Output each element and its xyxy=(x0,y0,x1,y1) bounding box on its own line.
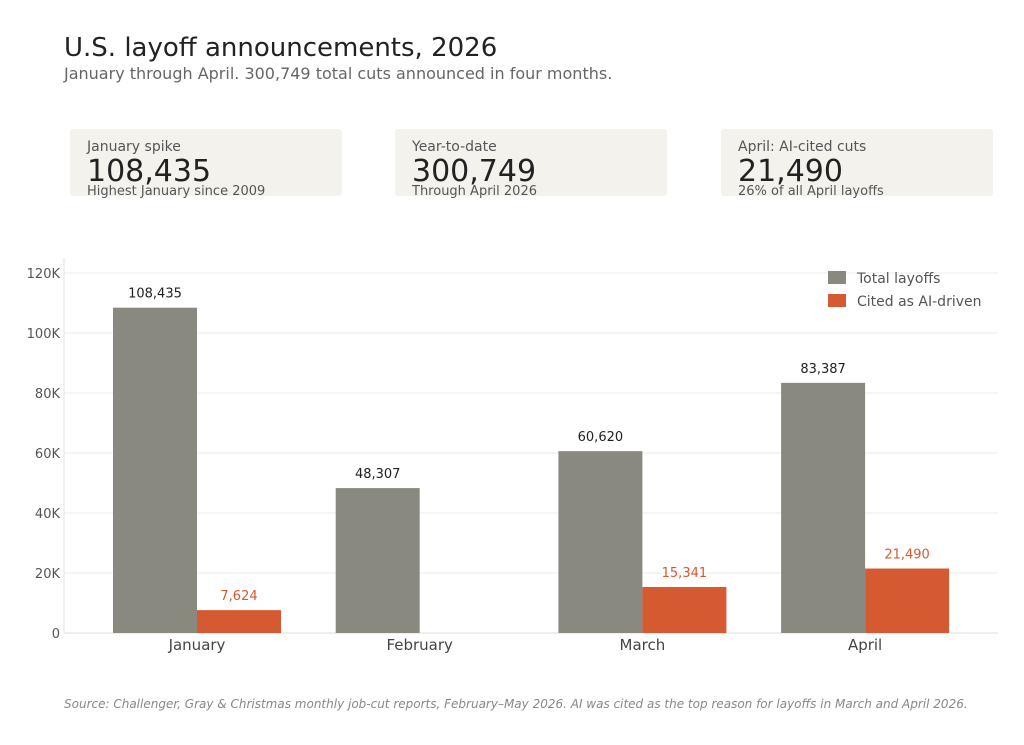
y-axis: 0 20K 40K 60K 80K 100K 120K xyxy=(27,258,65,642)
kpi-note: Highest January since 2009 xyxy=(87,184,266,199)
x-tick-label: February xyxy=(386,636,453,654)
kpi-value: 108,435 xyxy=(87,154,212,189)
kpi-note: 26% of all April layoffs xyxy=(738,184,884,199)
y-tick-label: 40K xyxy=(35,507,61,522)
bars xyxy=(113,307,950,633)
data-label: 15,341 xyxy=(662,566,708,581)
bar-total-layoffs xyxy=(113,307,197,633)
kpi-note: Through April 2026 xyxy=(412,184,537,199)
kpi-label: January spike xyxy=(87,139,181,155)
bar-total-layoffs xyxy=(335,488,420,633)
data-label: 7,624 xyxy=(220,589,257,604)
kpi-label: Year-to-date xyxy=(412,139,497,155)
kpi-card-april-ai: April: AI-cited cuts 21,490 26% of all A… xyxy=(721,129,993,199)
kpi-value: 300,749 xyxy=(412,154,537,189)
y-tick-label: 60K xyxy=(35,447,61,462)
bar-ai-driven xyxy=(197,610,281,633)
bar-total-layoffs xyxy=(781,382,866,633)
y-tick-label: 120K xyxy=(27,267,61,282)
legend-label: Total layoffs xyxy=(856,271,940,287)
x-tick-label: January xyxy=(168,636,226,654)
x-tick-label: April xyxy=(848,636,882,654)
data-label: 60,620 xyxy=(578,430,624,445)
kpi-card-january: January spike 108,435 Highest January si… xyxy=(70,129,342,199)
kpi-card-ytd: Year-to-date 300,749 Through April 2026 xyxy=(395,129,667,199)
bar-ai-driven xyxy=(642,586,727,633)
legend-label: Cited as AI-driven xyxy=(857,294,982,310)
y-tick-label: 20K xyxy=(35,567,61,582)
legend: Total layoffs Cited as AI-driven xyxy=(828,271,982,310)
legend-swatch xyxy=(828,271,846,284)
source-note: Source: Challenger, Gray & Christmas mon… xyxy=(64,697,968,711)
data-label: 108,435 xyxy=(128,287,182,302)
data-label: 48,307 xyxy=(355,467,401,482)
y-tick-label: 100K xyxy=(27,327,61,342)
bar-total-layoffs xyxy=(558,451,643,633)
data-label: 83,387 xyxy=(800,362,846,377)
y-tick-label: 80K xyxy=(35,387,61,402)
chart-subtitle: January through April. 300,749 total cut… xyxy=(64,64,613,83)
data-label: 21,490 xyxy=(884,548,930,563)
x-axis: January February March April xyxy=(168,636,883,654)
kpi-value: 21,490 xyxy=(738,154,843,189)
kpi-label: April: AI-cited cuts xyxy=(738,139,867,155)
x-tick-label: March xyxy=(620,636,666,654)
bar-labels: 108,435 7,624 48,307 60,620 15,341 83,387 21,4… xyxy=(128,287,930,604)
y-tick-label: 0 xyxy=(52,627,60,642)
legend-swatch xyxy=(828,294,846,307)
bar-chart: 0 20K 40K 60K 80K 100K 120K 108,435 7,624 48,307… xyxy=(27,258,998,654)
bar-ai-driven xyxy=(865,568,950,633)
chart-title: U.S. layoff announcements, 2026 xyxy=(64,33,498,63)
